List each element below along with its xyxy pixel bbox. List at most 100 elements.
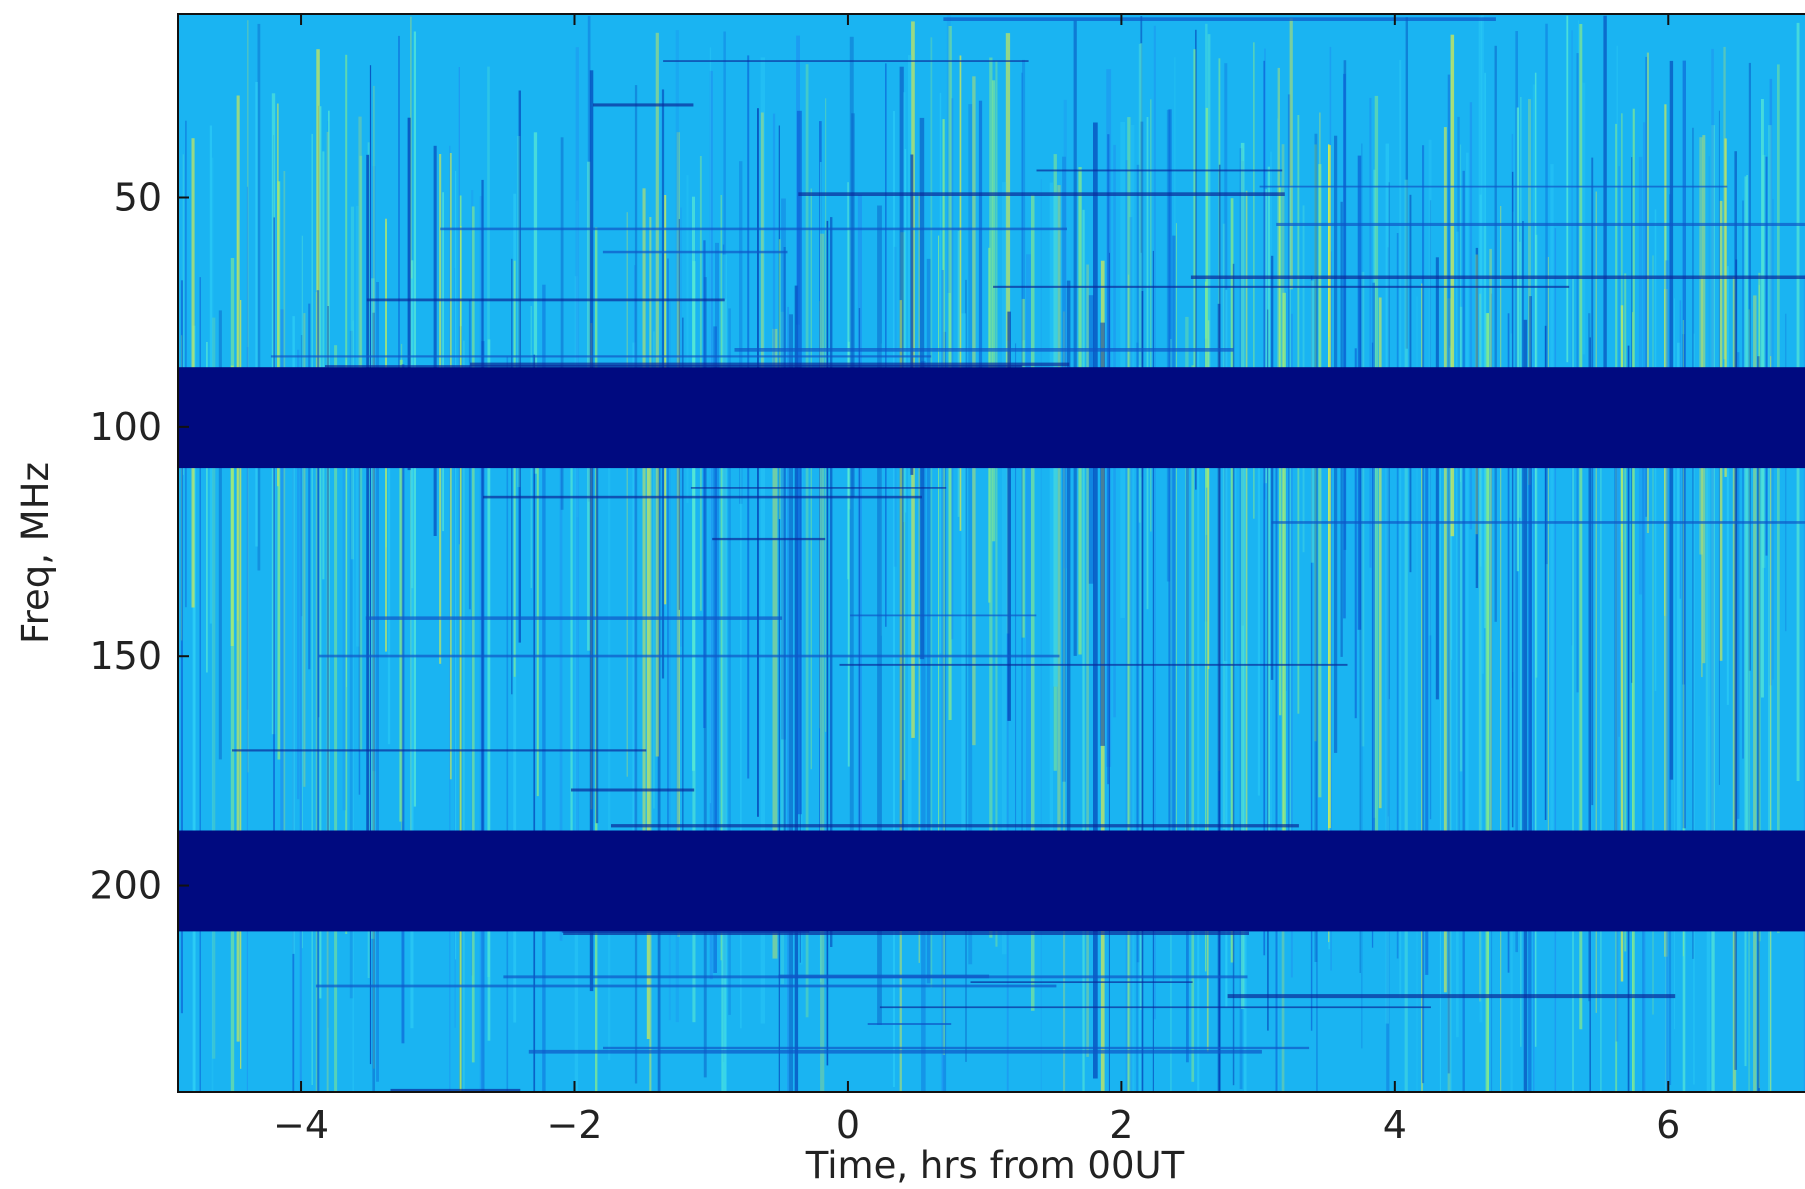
spectrogram-streak xyxy=(1073,20,1077,656)
spectrogram-streak xyxy=(692,261,696,1023)
spectrogram-streak xyxy=(1318,164,1322,798)
spectrogram-streak xyxy=(511,258,513,695)
spectrogram-streak xyxy=(1354,348,1357,719)
spectrogram-streak xyxy=(1289,185,1291,850)
spectrogram-streak xyxy=(1746,175,1748,865)
spectrogram-streak xyxy=(1153,25,1156,1020)
spectrogram-streak xyxy=(1457,116,1460,847)
spectrogram-streak xyxy=(961,313,967,890)
spectrogram-streak xyxy=(1632,108,1635,1092)
spectrogram-streak xyxy=(1243,389,1247,1092)
spectrogram-streak xyxy=(1645,56,1647,517)
spectrogram-streak xyxy=(1591,157,1594,806)
spectrogram-streak xyxy=(506,356,509,1092)
spectrogram-streak xyxy=(185,120,187,608)
spectrogram-streak xyxy=(1193,49,1196,399)
spectrogram-streak xyxy=(1369,97,1372,568)
spectrogram-streak xyxy=(1063,99,1067,569)
spectrogram-streak xyxy=(255,82,258,547)
spectrogram-streak xyxy=(657,387,661,1092)
spectrogram-streak xyxy=(780,311,785,985)
spectrogram-streak xyxy=(721,299,727,1092)
spectrogram-streak xyxy=(1378,297,1382,809)
spectrogram-line xyxy=(850,614,1037,617)
spectrogram-streak xyxy=(1523,319,1528,1092)
x-tick-label: 2 xyxy=(1109,1103,1133,1147)
spectrogram-line xyxy=(571,788,695,792)
spectrogram-streak xyxy=(1253,42,1255,519)
spectrogram-line xyxy=(483,495,922,499)
spectrogram-streak xyxy=(740,385,742,1029)
spectrogram-streak xyxy=(1803,274,1805,1092)
x-axis-label: Time, hrs from 00UT xyxy=(805,1144,1185,1187)
spectrogram-streak xyxy=(1225,289,1228,1008)
spectrogram-streak xyxy=(1146,117,1149,610)
spectrogram-streak xyxy=(1507,313,1510,973)
y-tick-label: 150 xyxy=(89,634,162,678)
spectrogram-streak xyxy=(1093,122,1098,1079)
spectrogram-line xyxy=(602,250,788,254)
spectrogram-streak xyxy=(180,280,183,1014)
spectrogram-streak xyxy=(352,320,354,1092)
x-tick-label: 6 xyxy=(1656,1103,1680,1147)
spectrogram-streak xyxy=(918,192,920,963)
spectrogram-streak xyxy=(589,70,594,992)
spectrogram-streak xyxy=(1735,259,1738,875)
spectrogram-streak xyxy=(182,154,184,475)
spectrogram-streak xyxy=(240,300,242,1069)
spectrogram-streak xyxy=(316,49,320,380)
spectrogram-streak xyxy=(642,188,646,877)
spectrogram-streak xyxy=(1404,179,1408,1092)
spectrogram-line xyxy=(690,487,947,489)
spectrogram-streak xyxy=(1235,370,1237,667)
spectrogram-streak xyxy=(1600,389,1602,1092)
spectrogram-streak xyxy=(1285,291,1287,691)
spectrogram-line xyxy=(366,298,725,302)
spectrogram-streak xyxy=(181,335,183,641)
spectrogram-streak xyxy=(1758,285,1760,1089)
spectrogram-streak xyxy=(1277,67,1280,425)
spectrogram-streak xyxy=(794,285,799,1092)
spectrogram-streak xyxy=(1222,223,1226,830)
spectrogram-streak xyxy=(1627,345,1630,1092)
spectrogram-streak xyxy=(399,359,403,822)
spectrogram-streak xyxy=(533,354,536,1092)
spectrogram-streak xyxy=(373,85,375,1069)
spectrogram-streak xyxy=(1439,388,1441,1092)
spectrogram-streak xyxy=(1550,164,1554,848)
spectrogram-line xyxy=(563,931,1249,935)
spectrogram-streak xyxy=(316,290,320,1092)
spectrogram-streak xyxy=(1206,377,1209,1052)
spectrogram-streak xyxy=(342,390,346,811)
spectrogram-streak xyxy=(1516,107,1519,572)
spectrogram-streak xyxy=(1554,227,1557,1092)
spectrogram-streak xyxy=(1582,82,1586,355)
spectrogram-streak xyxy=(810,188,812,770)
spectrogram-streak xyxy=(401,364,405,1044)
spectrogram-streak xyxy=(1267,166,1270,923)
spectrogram-streak xyxy=(1682,334,1685,685)
spectrogram-streak xyxy=(292,316,295,954)
spectrogram-streak xyxy=(1544,325,1547,820)
spectrogram-line xyxy=(970,981,1193,983)
spectrogram-streak xyxy=(1207,320,1210,670)
spectrogram-line xyxy=(663,60,1029,62)
spectrogram-streak xyxy=(1232,263,1235,1086)
spectrogram-line xyxy=(470,362,1070,367)
spectrogram-streak xyxy=(1197,351,1200,1092)
x-tick-label: 4 xyxy=(1383,1103,1407,1147)
spectrogram-streak xyxy=(646,372,650,1039)
spectrogram-line xyxy=(1227,994,1676,999)
spectrogram-streak xyxy=(1765,156,1768,556)
spectrogram-streak xyxy=(941,270,944,1092)
spectrogram-streak xyxy=(1172,235,1176,928)
spectrogram-streak xyxy=(1282,292,1286,845)
spectrogram-streak xyxy=(634,265,636,833)
spectrogram-streak xyxy=(1643,122,1646,1092)
spectrogram-line xyxy=(778,974,990,979)
spectrogram-streak xyxy=(1459,306,1463,772)
spectrogram-streak xyxy=(345,54,348,935)
spectrogram-streak xyxy=(1674,298,1676,1030)
spectrogram-streak xyxy=(1218,164,1221,1092)
